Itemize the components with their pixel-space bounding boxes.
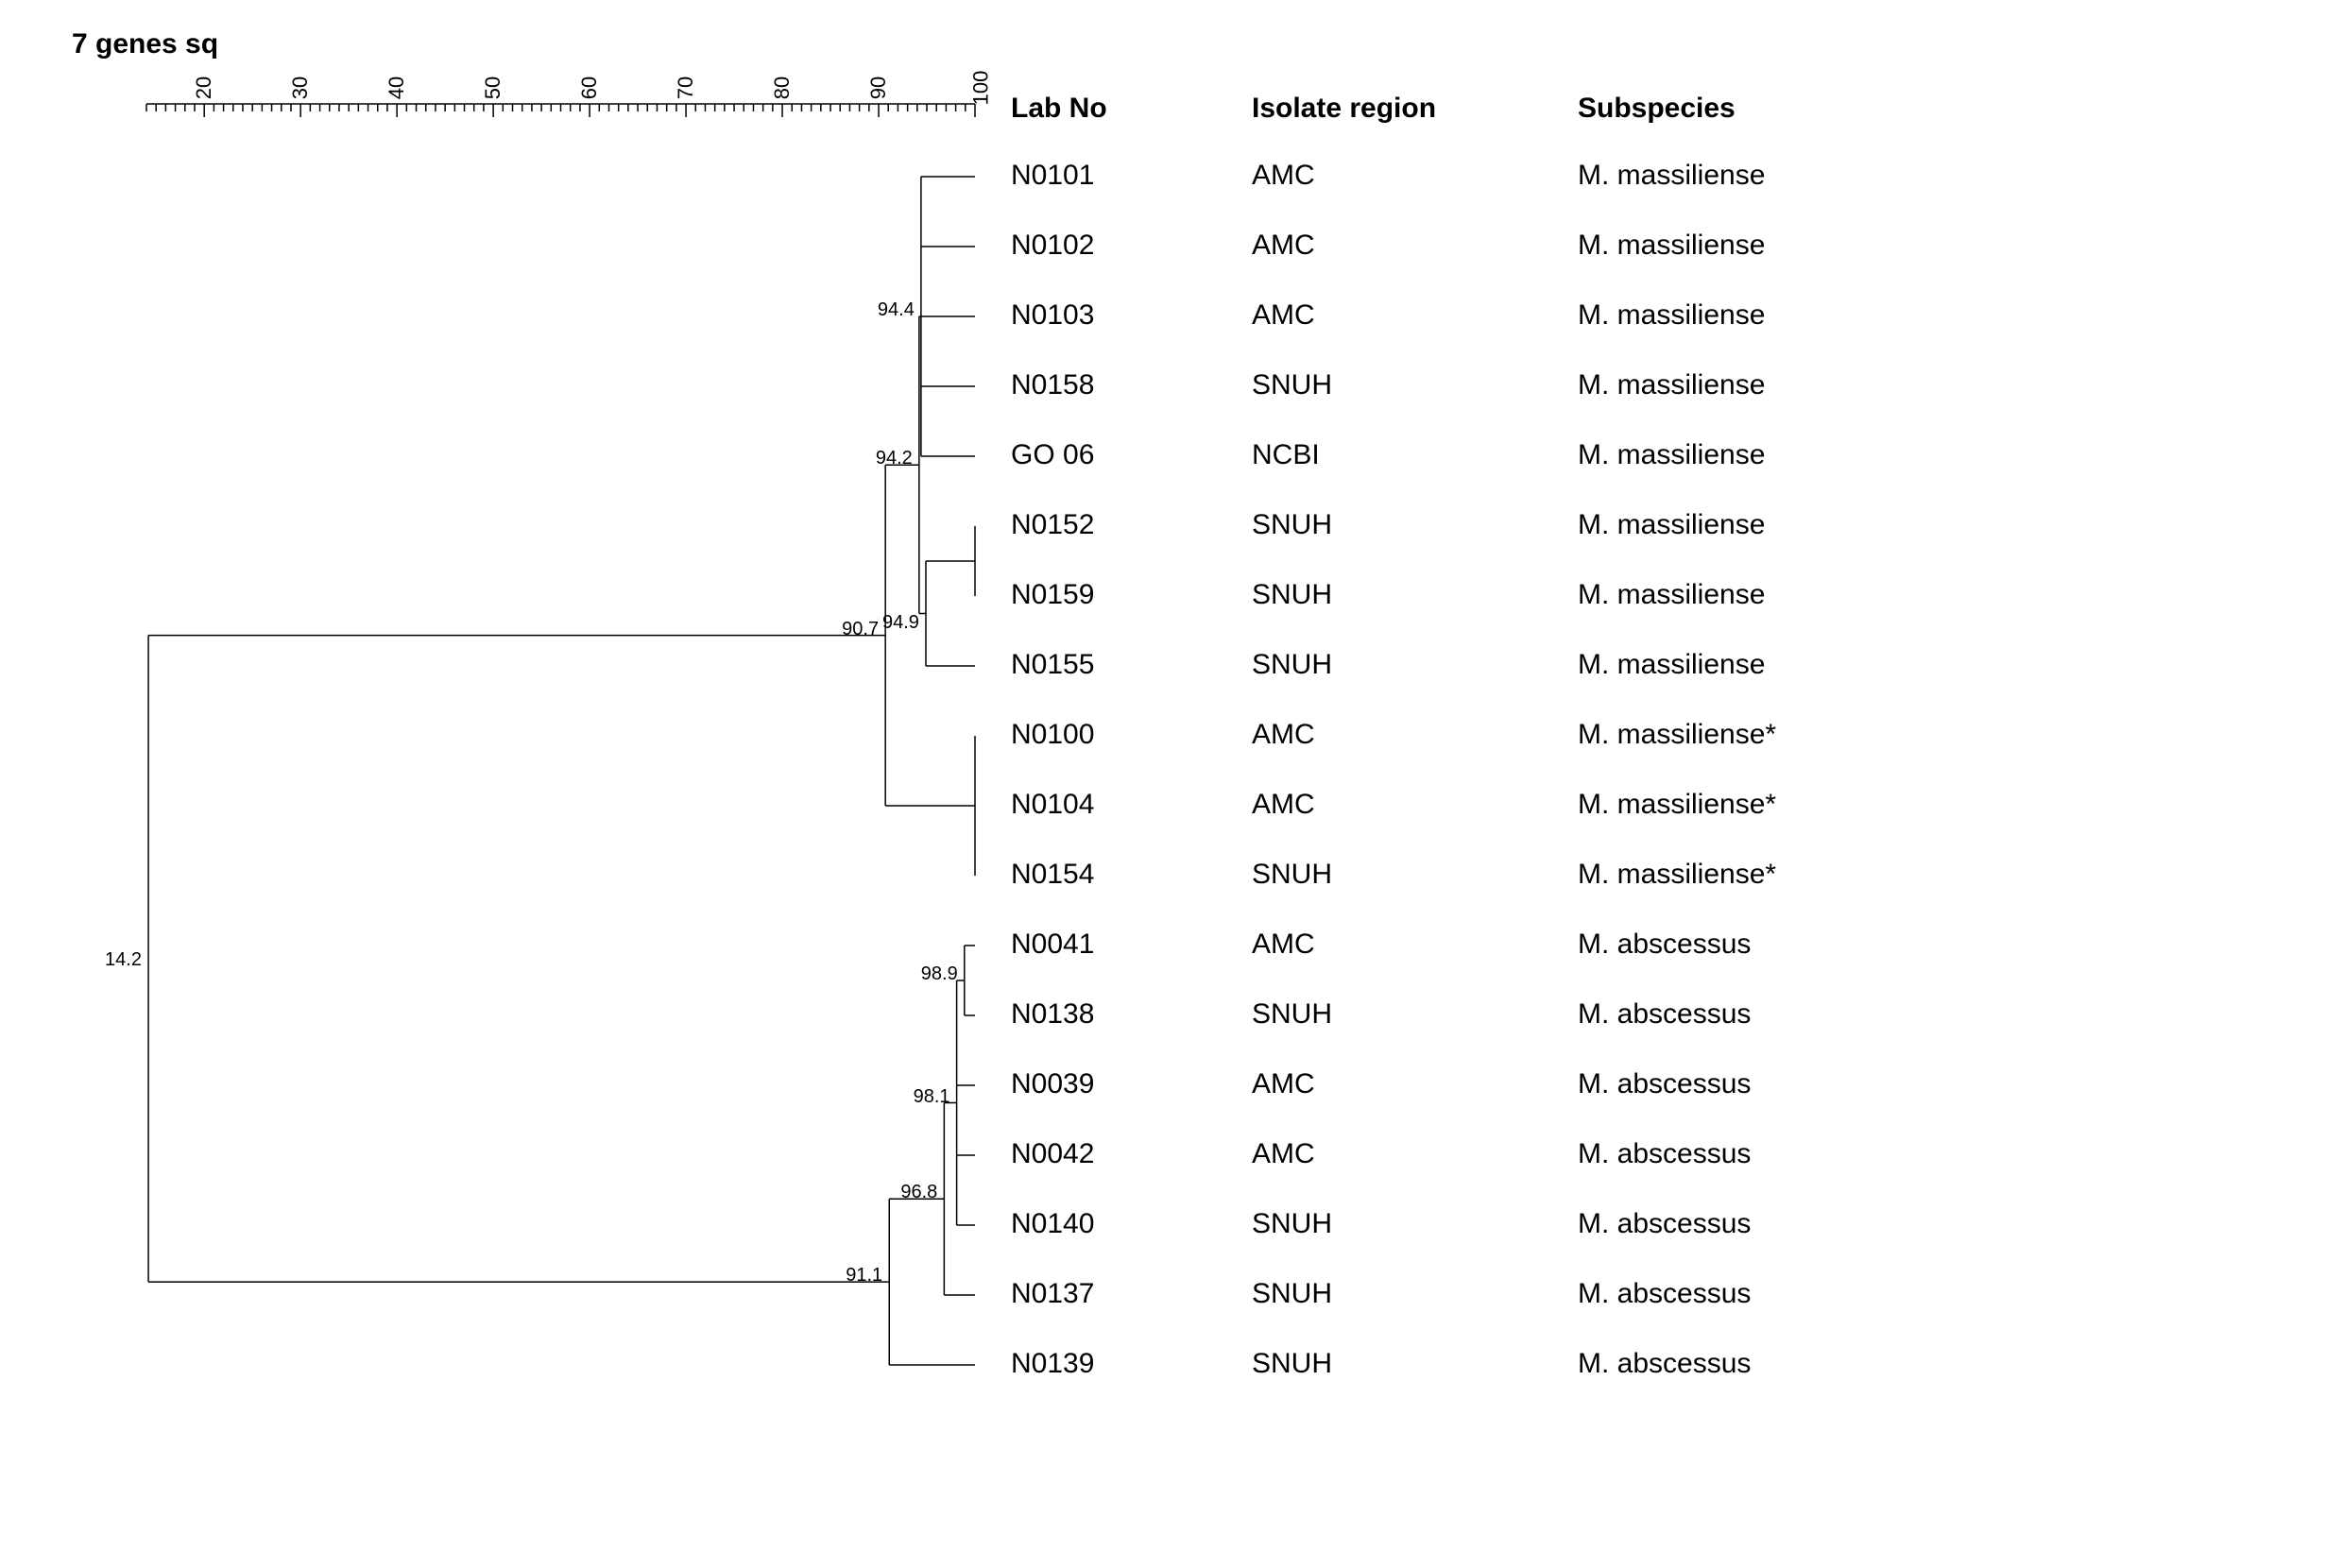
cell-subspecies: M. massiliense [1578, 230, 1765, 262]
cell-labno: N0100 [1011, 719, 1094, 751]
cell-subspecies: M. massiliense* [1578, 859, 1776, 891]
axis-tick-label: 40 [385, 77, 409, 99]
cell-region: SNUH [1252, 998, 1332, 1031]
cell-subspecies: M. massiliense* [1578, 719, 1776, 751]
cell-labno: N0101 [1011, 160, 1094, 192]
node-value-label: 91.1 [846, 1265, 882, 1287]
cell-region: SNUH [1252, 859, 1332, 891]
node-value-label: 94.4 [878, 299, 915, 321]
dendrogram-svg [38, 38, 2288, 1530]
cell-labno: N0042 [1011, 1138, 1094, 1170]
cell-labno: N0155 [1011, 649, 1094, 681]
figure-container: 7 genes sq 2030405060708090100Lab NoIsol… [38, 38, 2288, 1530]
cell-labno: N0041 [1011, 929, 1094, 961]
axis-tick-label: 80 [770, 77, 795, 99]
cell-subspecies: M. massiliense [1578, 160, 1765, 192]
cell-subspecies: M. massiliense [1578, 299, 1765, 332]
cell-labno: N0039 [1011, 1068, 1094, 1100]
axis-tick-label: 50 [481, 77, 505, 99]
cell-labno: N0159 [1011, 579, 1094, 611]
cell-labno: N0103 [1011, 299, 1094, 332]
cell-labno: N0104 [1011, 789, 1094, 821]
cell-region: NCBI [1252, 439, 1320, 471]
node-value-label: 98.9 [921, 963, 958, 985]
node-value-label: 94.2 [876, 448, 913, 469]
node-value-label: 94.9 [882, 612, 919, 634]
cell-labno: N0154 [1011, 859, 1094, 891]
cell-region: SNUH [1252, 1348, 1332, 1380]
node-value-label: 98.1 [914, 1086, 950, 1108]
cell-region: SNUH [1252, 369, 1332, 401]
cell-labno: N0140 [1011, 1208, 1094, 1240]
cell-labno: N0138 [1011, 998, 1094, 1031]
cell-region: AMC [1252, 719, 1315, 751]
cell-region: AMC [1252, 299, 1315, 332]
cell-subspecies: M. abscessus [1578, 1278, 1751, 1310]
axis-tick-label: 90 [866, 77, 891, 99]
axis-tick-label: 70 [674, 77, 698, 99]
cell-subspecies: M. massiliense* [1578, 789, 1776, 821]
column-header-subspecies: Subspecies [1578, 93, 1736, 125]
column-header-region: Isolate region [1252, 93, 1436, 125]
cell-region: AMC [1252, 160, 1315, 192]
cell-subspecies: M. abscessus [1578, 929, 1751, 961]
cell-region: SNUH [1252, 649, 1332, 681]
cell-labno: GO 06 [1011, 439, 1094, 471]
cell-subspecies: M. massiliense [1578, 369, 1765, 401]
cell-subspecies: M. abscessus [1578, 1068, 1751, 1100]
cell-subspecies: M. abscessus [1578, 1138, 1751, 1170]
cell-subspecies: M. abscessus [1578, 1208, 1751, 1240]
cell-labno: N0102 [1011, 230, 1094, 262]
cell-region: AMC [1252, 1068, 1315, 1100]
cell-subspecies: M. massiliense [1578, 509, 1765, 541]
cell-subspecies: M. abscessus [1578, 998, 1751, 1031]
cell-labno: N0137 [1011, 1278, 1094, 1310]
cell-subspecies: M. massiliense [1578, 439, 1765, 471]
cell-region: AMC [1252, 1138, 1315, 1170]
cell-region: SNUH [1252, 1278, 1332, 1310]
cell-subspecies: M. massiliense [1578, 649, 1765, 681]
cell-region: AMC [1252, 230, 1315, 262]
column-header-labno: Lab No [1011, 93, 1107, 125]
cell-region: SNUH [1252, 579, 1332, 611]
axis-tick-label: 30 [288, 77, 313, 99]
cell-region: SNUH [1252, 1208, 1332, 1240]
cell-labno: N0139 [1011, 1348, 1094, 1380]
cell-region: AMC [1252, 929, 1315, 961]
cell-subspecies: M. massiliense [1578, 579, 1765, 611]
cell-labno: N0158 [1011, 369, 1094, 401]
axis-tick-label: 20 [192, 77, 216, 99]
cell-subspecies: M. abscessus [1578, 1348, 1751, 1380]
cell-region: SNUH [1252, 509, 1332, 541]
cell-labno: N0152 [1011, 509, 1094, 541]
node-value-label: 96.8 [900, 1182, 937, 1203]
node-value-label: 90.7 [842, 619, 879, 640]
cell-region: AMC [1252, 789, 1315, 821]
axis-tick-label: 60 [577, 77, 602, 99]
axis-tick-label: 100 [968, 71, 993, 106]
node-value-label: 14.2 [105, 949, 142, 971]
